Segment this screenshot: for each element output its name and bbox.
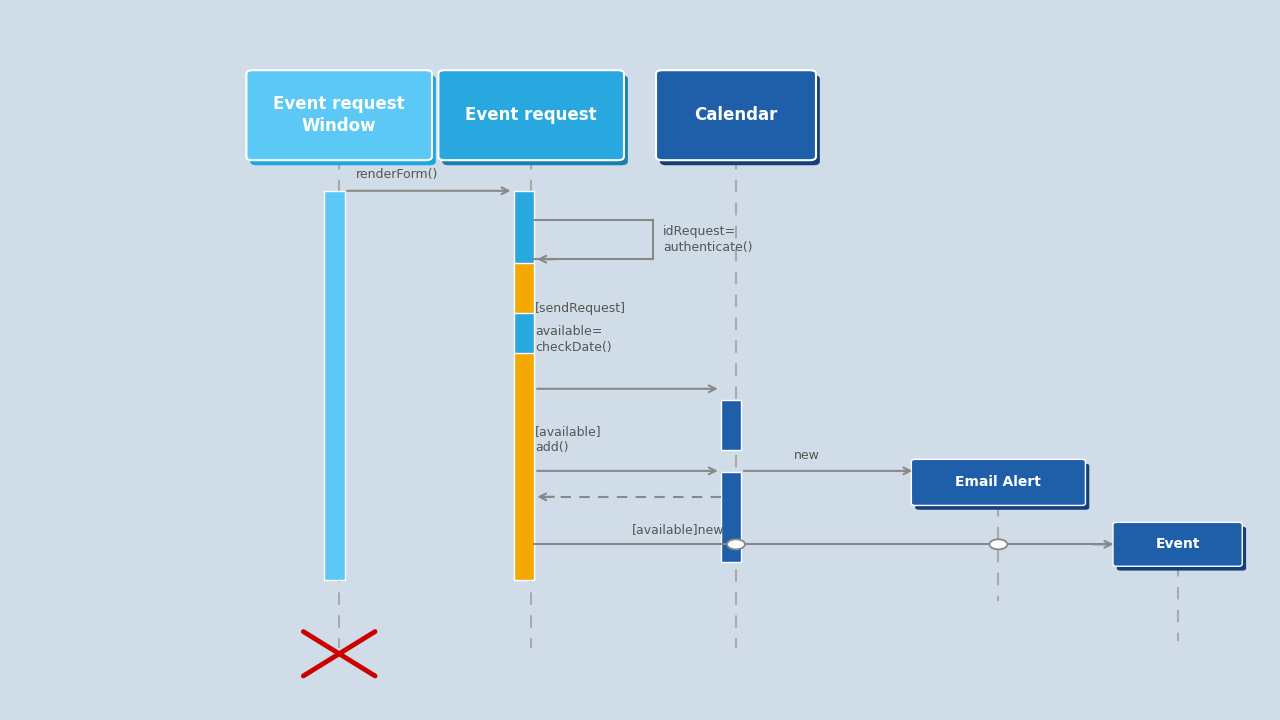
Bar	[721, 472, 741, 562]
Text: [available]new: [available]new	[632, 523, 724, 536]
FancyBboxPatch shape	[251, 76, 435, 166]
Text: Email Alert: Email Alert	[955, 475, 1042, 490]
Bar	[513, 191, 535, 580]
Text: new: new	[794, 449, 819, 462]
Text: idRequest=
authenticate(): idRequest= authenticate()	[663, 225, 753, 254]
Text: available=
checkDate(): available= checkDate()	[535, 325, 612, 354]
Text: renderForm(): renderForm()	[356, 168, 438, 181]
FancyBboxPatch shape	[660, 76, 819, 166]
Text: [available]
add(): [available] add()	[535, 425, 602, 454]
FancyBboxPatch shape	[915, 464, 1089, 510]
Circle shape	[727, 539, 745, 549]
FancyBboxPatch shape	[246, 71, 433, 161]
Bar	[513, 263, 535, 313]
Text: Event request
Window: Event request Window	[274, 95, 404, 135]
Text: [sendRequest]: [sendRequest]	[535, 302, 626, 315]
Text: Calendar: Calendar	[694, 107, 778, 125]
FancyBboxPatch shape	[443, 76, 628, 166]
FancyBboxPatch shape	[438, 71, 625, 161]
FancyBboxPatch shape	[657, 71, 817, 161]
FancyBboxPatch shape	[1114, 523, 1242, 566]
Text: Event: Event	[1156, 537, 1199, 552]
Bar	[721, 400, 741, 450]
Bar	[325, 191, 346, 580]
FancyBboxPatch shape	[1117, 527, 1247, 570]
FancyBboxPatch shape	[911, 459, 1085, 505]
Text: Event request: Event request	[466, 107, 596, 125]
Bar	[513, 353, 535, 580]
Circle shape	[989, 539, 1007, 549]
